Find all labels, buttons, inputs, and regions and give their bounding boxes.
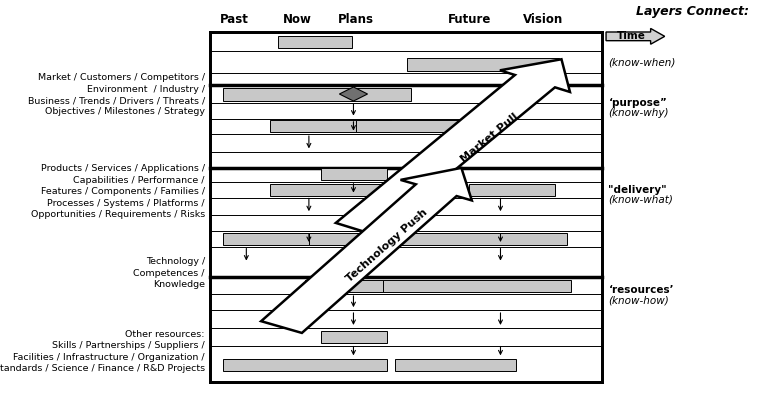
Bar <box>223 233 309 245</box>
Bar <box>356 120 469 132</box>
Text: Past: Past <box>221 13 249 26</box>
Bar <box>395 359 516 371</box>
Text: Future: Future <box>447 13 491 26</box>
Text: Technology /
Competences /
Knowledge: Technology / Competences / Knowledge <box>134 258 205 289</box>
Bar <box>223 359 387 371</box>
Bar <box>210 32 602 382</box>
Text: Market Pull: Market Pull <box>459 112 521 165</box>
Bar <box>407 58 559 71</box>
Polygon shape <box>606 28 665 44</box>
Bar <box>270 184 391 196</box>
Bar <box>309 233 567 245</box>
Bar <box>305 280 383 292</box>
Text: ‘purpose”: ‘purpose” <box>608 98 667 108</box>
Bar <box>321 168 387 180</box>
Text: Other resources:
Skills / Partnerships / Suppliers /
Facilities / Infrastructure: Other resources: Skills / Partnerships /… <box>0 330 205 373</box>
Polygon shape <box>261 168 472 333</box>
Bar <box>223 88 411 101</box>
Text: Layers Connect:: Layers Connect: <box>636 5 748 17</box>
Text: (know-when): (know-when) <box>608 57 676 67</box>
Text: Technology Push: Technology Push <box>345 207 429 284</box>
Text: Vision: Vision <box>523 13 564 26</box>
Text: ‘resources’: ‘resources’ <box>608 285 674 295</box>
Polygon shape <box>335 59 570 235</box>
Bar <box>469 184 555 196</box>
Text: Now: Now <box>283 13 311 26</box>
Text: Plans: Plans <box>338 13 374 26</box>
Text: Market / Customers / Competitors /
Environment  / Industry /
Business / Trends /: Market / Customers / Competitors / Envir… <box>27 73 205 117</box>
Text: Time: Time <box>617 31 646 41</box>
Bar <box>278 36 352 48</box>
Bar <box>383 280 571 292</box>
Text: (know-why): (know-why) <box>608 107 669 118</box>
Text: (know-what): (know-what) <box>608 194 673 205</box>
Text: "delivery": "delivery" <box>608 184 667 195</box>
Text: Products / Services / Applications /
Capabilities / Performance /
Features / Com: Products / Services / Applications / Cap… <box>30 164 205 219</box>
Polygon shape <box>339 87 368 101</box>
Bar <box>321 331 387 343</box>
Text: (know-how): (know-how) <box>608 295 669 305</box>
Bar <box>270 120 391 132</box>
